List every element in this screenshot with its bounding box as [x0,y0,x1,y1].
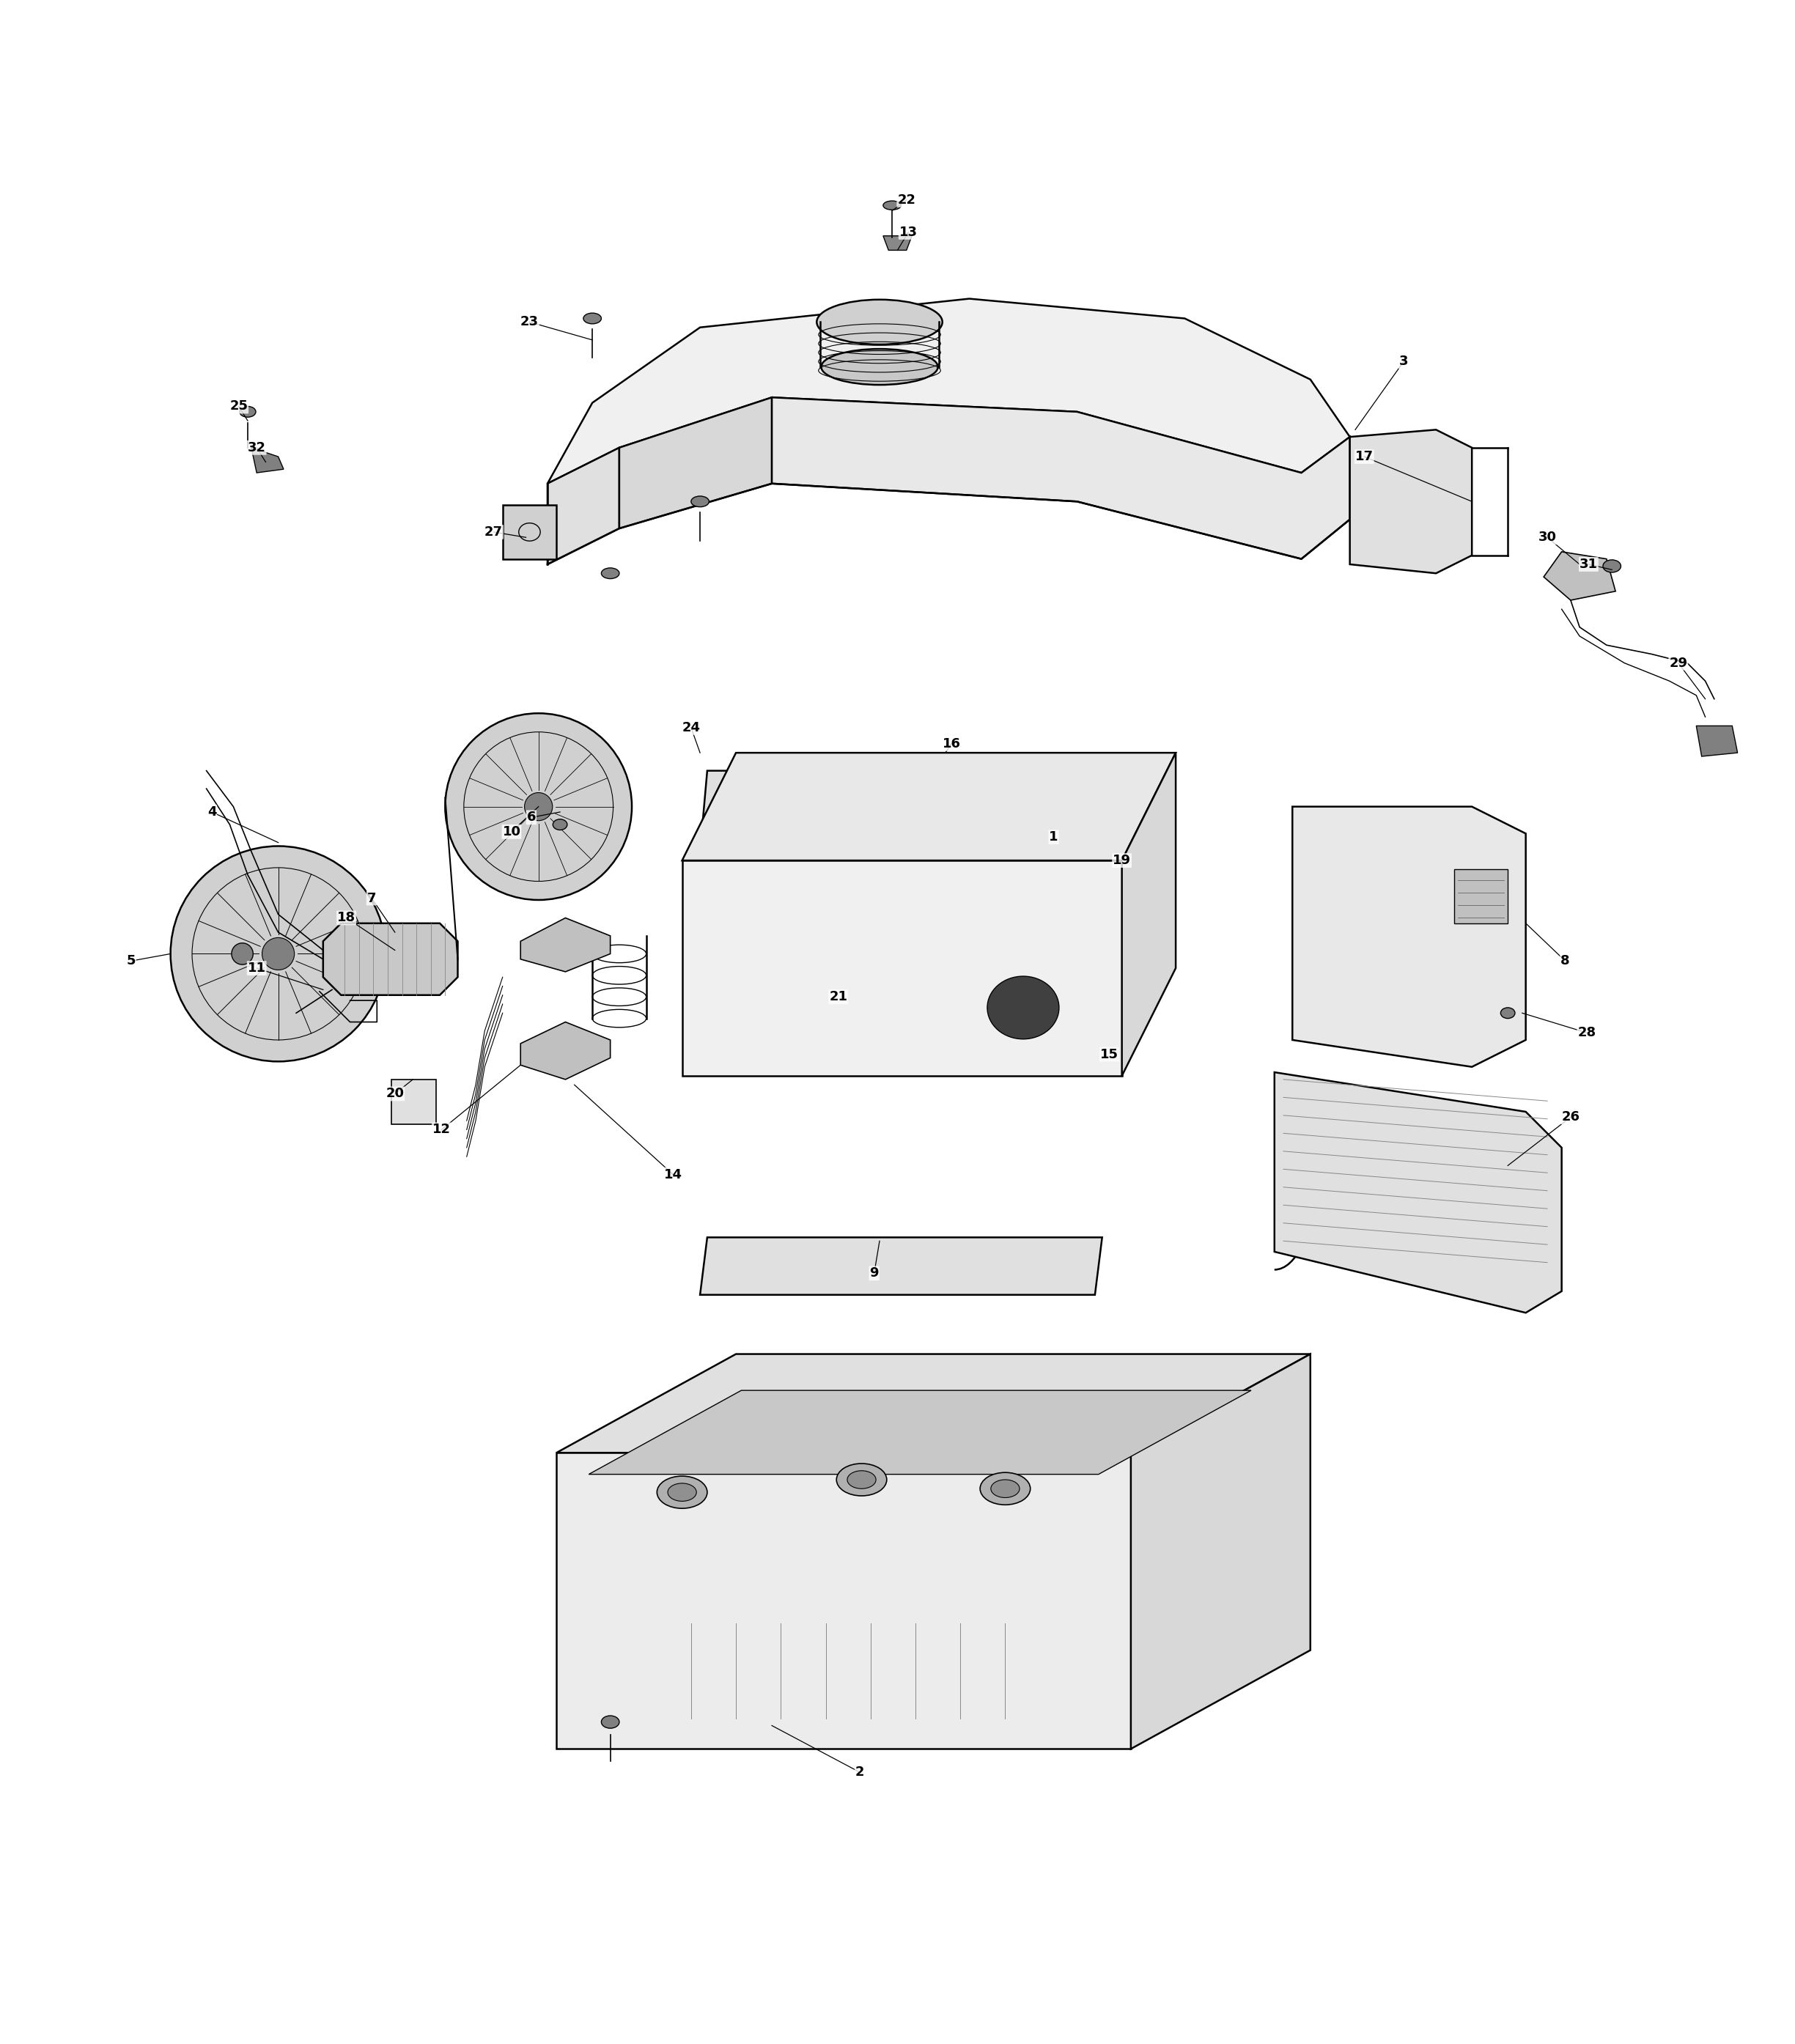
Ellipse shape [232,942,253,965]
Text: 8: 8 [1560,955,1571,967]
Ellipse shape [1501,1008,1515,1018]
Ellipse shape [817,300,942,345]
Polygon shape [556,1353,1310,1453]
Text: 5: 5 [126,955,136,967]
Text: 31: 31 [1580,558,1598,570]
Polygon shape [547,298,1350,484]
Ellipse shape [836,1464,887,1496]
Polygon shape [503,505,556,558]
Ellipse shape [847,1472,876,1488]
Text: 22: 22 [898,194,915,206]
Ellipse shape [691,497,709,507]
Text: 25: 25 [230,401,248,413]
Ellipse shape [987,977,1059,1038]
Text: 18: 18 [337,912,355,924]
Text: 1: 1 [1048,830,1059,844]
Polygon shape [883,235,912,249]
Polygon shape [682,861,1122,1075]
Text: 13: 13 [899,225,917,239]
Text: 11: 11 [248,961,266,975]
Polygon shape [1696,726,1738,756]
Text: 15: 15 [1100,1049,1118,1061]
Text: 19: 19 [1113,854,1131,867]
Polygon shape [521,918,610,971]
Text: 9: 9 [869,1267,880,1280]
Text: 7: 7 [366,891,377,905]
Text: 4: 4 [206,805,217,818]
Text: 3: 3 [1398,356,1409,368]
Ellipse shape [262,938,294,971]
Text: 21: 21 [829,989,847,1004]
Polygon shape [547,448,619,564]
Text: 24: 24 [682,722,700,734]
Text: 32: 32 [248,442,266,454]
Text: 14: 14 [664,1167,682,1181]
Ellipse shape [822,350,937,384]
Ellipse shape [1603,560,1621,572]
Ellipse shape [980,1472,1030,1504]
Text: 26: 26 [1562,1110,1580,1124]
Text: 17: 17 [1355,450,1373,464]
Text: 10: 10 [503,826,521,838]
Polygon shape [619,397,772,529]
Text: 12: 12 [433,1122,451,1136]
Polygon shape [1454,869,1508,924]
Text: 30: 30 [1538,531,1556,544]
Text: 20: 20 [386,1087,404,1100]
Text: 29: 29 [1669,656,1687,670]
Polygon shape [556,1453,1131,1750]
Ellipse shape [991,1480,1020,1498]
Polygon shape [589,1390,1251,1474]
Polygon shape [1350,429,1472,572]
Ellipse shape [553,820,567,830]
Ellipse shape [601,1715,619,1729]
Text: 16: 16 [942,738,960,750]
Polygon shape [1274,1073,1562,1312]
Bar [391,1079,436,1124]
Ellipse shape [657,1476,707,1508]
Ellipse shape [883,200,901,211]
Ellipse shape [241,407,257,417]
Text: 27: 27 [485,525,503,540]
Polygon shape [700,771,1102,852]
Polygon shape [521,1022,610,1079]
Ellipse shape [524,793,553,820]
Polygon shape [700,1237,1102,1294]
Polygon shape [1292,807,1526,1067]
Ellipse shape [445,713,632,899]
Ellipse shape [601,568,619,578]
Text: 2: 2 [854,1766,865,1778]
Polygon shape [251,448,284,472]
Polygon shape [682,752,1176,861]
Text: 23: 23 [521,315,538,329]
Polygon shape [323,924,458,995]
Text: 28: 28 [1578,1026,1596,1038]
Ellipse shape [583,313,601,323]
Polygon shape [1122,752,1176,1075]
Polygon shape [772,397,1350,558]
Text: 6: 6 [526,811,537,824]
Polygon shape [1544,552,1615,601]
Ellipse shape [668,1484,696,1500]
Polygon shape [1131,1353,1310,1750]
Ellipse shape [171,846,386,1061]
